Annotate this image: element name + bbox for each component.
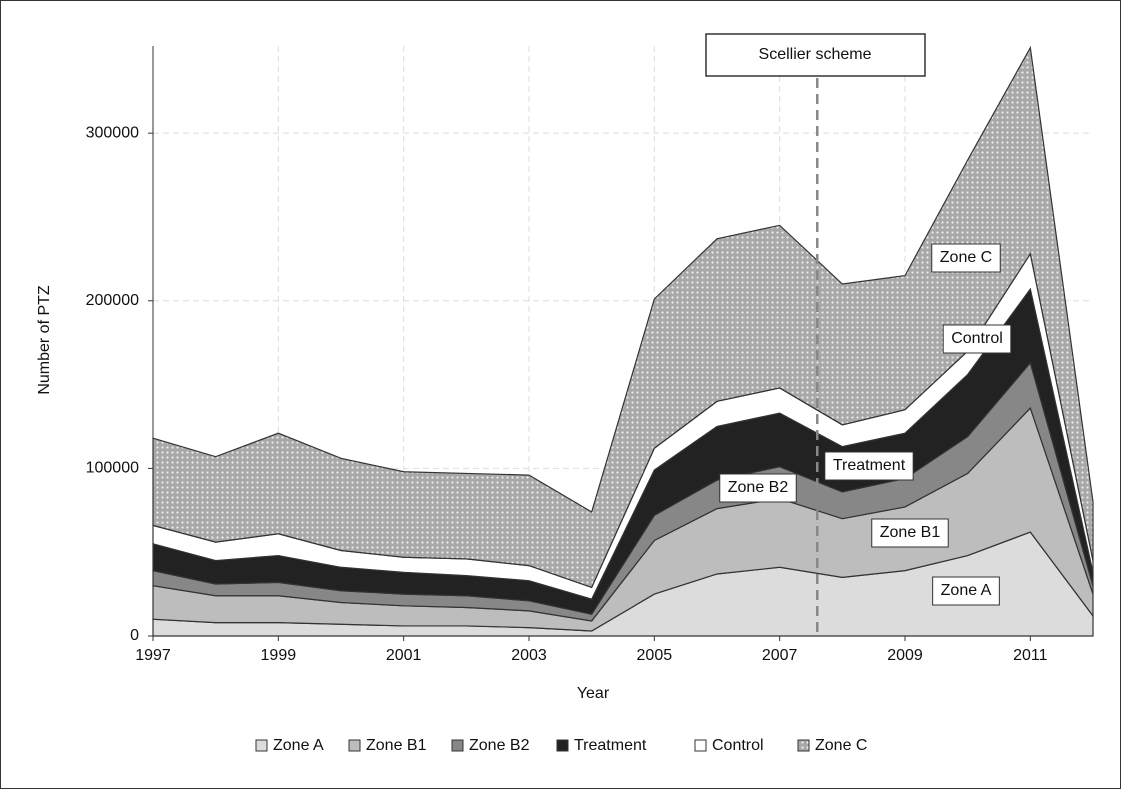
x-tick-label: 2011 [1013, 647, 1048, 664]
legend-label: Zone A [273, 737, 324, 754]
x-tick-label: 2005 [637, 647, 673, 664]
series-label: Control [951, 330, 1003, 347]
legend-swatch [255, 739, 268, 752]
series-label-box [871, 518, 949, 548]
series-label: Zone A [941, 582, 992, 599]
legend-label: Zone B2 [469, 737, 530, 754]
legend-swatch [451, 739, 464, 752]
y-tick-label: 300000 [86, 124, 139, 141]
x-tick-label: 2001 [386, 647, 422, 664]
series-label-box [942, 324, 1012, 354]
x-tick-label: 1999 [261, 647, 297, 664]
series-label: Treatment [833, 457, 906, 474]
series-label: Zone B1 [880, 524, 941, 541]
y-tick-label: 0 [130, 627, 139, 644]
x-tick-label: 2009 [887, 647, 923, 664]
legend-swatch [348, 739, 361, 752]
series-label-box [931, 243, 1001, 273]
legend-label: Control [712, 737, 764, 754]
annotation-box [705, 33, 926, 77]
area [152, 45, 1094, 589]
x-tick-label: 2007 [762, 647, 798, 664]
legend-label: Zone C [815, 737, 867, 754]
legend-swatch [556, 739, 569, 752]
series-label-box [932, 576, 1000, 606]
series-label: Zone C [940, 249, 992, 266]
legend-swatch [797, 739, 810, 752]
y-tick-label: 200000 [86, 292, 139, 309]
series-label-box [824, 451, 914, 481]
x-tick-label: 2003 [511, 647, 547, 664]
x-axis-label: Year [577, 685, 610, 702]
legend-swatch [694, 739, 707, 752]
y-tick-label: 100000 [86, 460, 139, 477]
series-label: Zone B2 [728, 479, 789, 496]
series-label-box [719, 473, 797, 503]
legend-label: Treatment [574, 737, 647, 754]
annotation-text: Scellier scheme [759, 46, 872, 63]
y-axis-label: Number of PTZ [36, 285, 53, 395]
x-tick-label: 1997 [135, 647, 171, 664]
legend-label: Zone B1 [366, 737, 427, 754]
